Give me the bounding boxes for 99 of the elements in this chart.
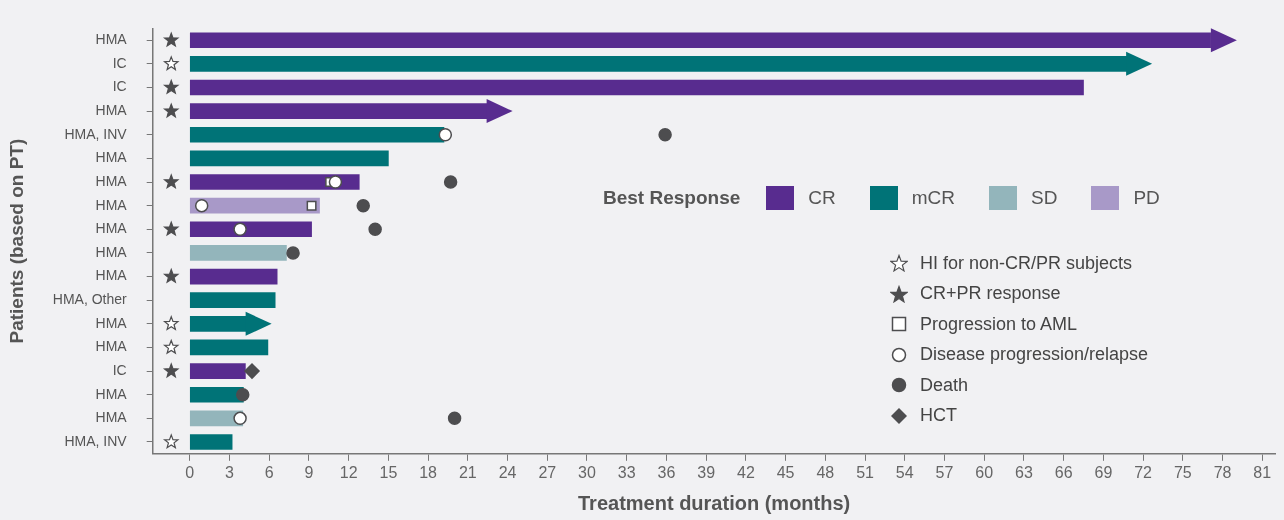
x-tick-label: 6: [264, 463, 274, 481]
legend-label: HCT: [920, 405, 957, 427]
x-tick-label: 12: [339, 463, 358, 481]
point: [163, 32, 179, 47]
y-tick-label: IC: [112, 78, 127, 95]
bar: [189, 126, 445, 143]
point: [368, 222, 382, 237]
point: [658, 128, 672, 142]
bar: [189, 292, 276, 309]
x-tick-label: 15: [379, 463, 398, 481]
bar: [189, 221, 312, 238]
x-tick-label: 18: [419, 463, 438, 481]
point: [163, 316, 179, 331]
y-tick-label: HMA: [95, 243, 128, 260]
y-tick-label: HMA: [95, 196, 128, 213]
x-tick-label: 39: [697, 463, 716, 481]
point: [244, 363, 260, 379]
y-tick-label: HMA: [95, 31, 128, 48]
x-tick-label: 66: [1054, 463, 1073, 481]
point: [443, 175, 458, 189]
x-tick-label: 81: [1253, 463, 1272, 481]
point: [233, 411, 247, 426]
legend-label: CR+PR response: [920, 283, 1061, 305]
point: [163, 434, 179, 449]
x-tick-label: 72: [1134, 463, 1153, 481]
point: [438, 128, 453, 142]
y-tick-label: HMA, Other: [52, 291, 128, 308]
x-tick-label: 36: [657, 463, 676, 481]
y-tick-label: HMA: [95, 172, 128, 189]
legend-label: mCR: [911, 187, 956, 209]
point: [235, 387, 250, 402]
bar: [189, 174, 360, 190]
x-tick-label: 30: [578, 463, 596, 481]
point: [163, 174, 179, 189]
legend-label: HI for non-CR/PR subjects: [920, 252, 1133, 274]
legend-label: PD: [1133, 187, 1160, 209]
x-tick-label: 60: [975, 463, 994, 481]
y-tick-label: HMA: [95, 409, 128, 426]
legend-label: Death: [920, 374, 969, 396]
bar: [189, 79, 1084, 96]
y-tick-label: IC: [112, 54, 127, 71]
point: [233, 222, 247, 237]
y-tick-label: HMA: [95, 149, 128, 166]
x-tick-label: 21: [458, 463, 477, 481]
x-tick-label: 48: [816, 463, 835, 481]
x-tick-label: 45: [776, 463, 795, 481]
point: [306, 200, 317, 211]
legend-label: CR: [808, 187, 836, 209]
y-tick-label: HMA: [95, 314, 128, 331]
point: [286, 246, 300, 260]
point: [194, 198, 209, 213]
bar: [189, 363, 246, 379]
point: [163, 103, 179, 118]
y-tick-label: HMA: [95, 101, 128, 118]
legend-label: SD: [1031, 187, 1058, 209]
point: [163, 268, 179, 283]
bar: [189, 339, 269, 356]
y-tick-label: HMA: [95, 220, 128, 237]
x-tick-label: 63: [1015, 463, 1033, 481]
point: [163, 56, 179, 71]
point: [356, 198, 370, 213]
point: [163, 339, 179, 354]
x-tick-label: 78: [1213, 463, 1232, 481]
y-tick-label: IC: [112, 361, 127, 378]
x-tick-label: 42: [736, 463, 755, 481]
bar: [189, 434, 233, 450]
x-tick-label: 69: [1094, 463, 1113, 481]
x-tick-label: 75: [1173, 463, 1192, 481]
bar: [189, 245, 287, 261]
x-tick-label: 3: [225, 463, 235, 481]
y-tick-label: HMA: [95, 385, 128, 402]
point: [1210, 28, 1237, 53]
point: [163, 79, 179, 94]
x-axis-title: Treatment duration (months): [577, 491, 851, 514]
point: [447, 411, 462, 426]
point: [486, 99, 513, 124]
point: [328, 175, 343, 189]
x-tick-label: 9: [304, 463, 314, 481]
point: [163, 221, 179, 236]
point: [1126, 51, 1153, 76]
y-tick-label: HMA: [95, 267, 128, 284]
x-tick-label: 54: [895, 463, 914, 481]
y-tick-label: HMA: [95, 338, 128, 355]
x-tick-label: 51: [856, 463, 875, 481]
point: [245, 311, 272, 336]
y-tick-label: HMA, INV: [64, 432, 128, 449]
x-tick-label: 27: [538, 463, 557, 481]
y-tick-label: HMA, INV: [64, 125, 128, 142]
legend-title: Best Response: [603, 187, 741, 209]
bar: [189, 150, 389, 167]
x-tick-label: 57: [935, 463, 954, 481]
legend-label: Progression to AML: [920, 313, 1078, 335]
legend-label: Disease progression/relapse: [920, 344, 1149, 366]
x-tick-label: 24: [498, 463, 517, 481]
bar: [189, 268, 278, 285]
x-tick-label: 33: [617, 463, 636, 481]
y-axis-title: Patients (based on PT): [5, 138, 27, 344]
point: [163, 363, 179, 378]
x-tick-label: 0: [185, 463, 195, 481]
